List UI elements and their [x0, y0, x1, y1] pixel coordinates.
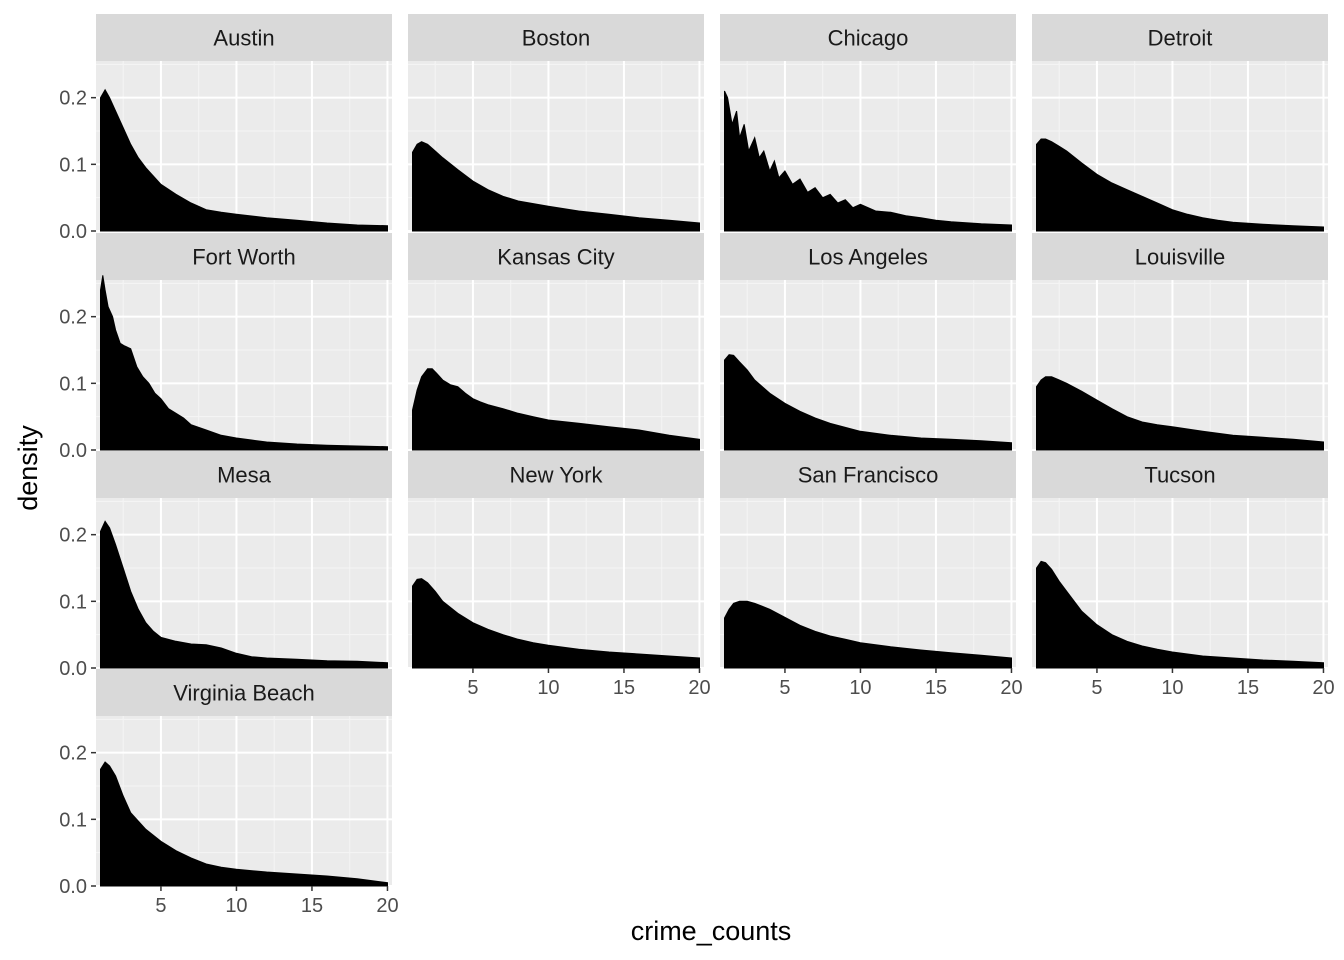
density-area-kansas-city	[412, 368, 700, 451]
x-tick-label: 15	[301, 895, 323, 917]
facet-strip-label: Detroit	[1148, 26, 1213, 51]
facet-strip-label: Boston	[522, 26, 591, 51]
y-axis-title: density	[13, 425, 43, 511]
y-tick-label: 0.1	[59, 809, 87, 831]
y-tick-label: 0.0	[59, 876, 87, 898]
x-tick-label: 20	[688, 677, 710, 699]
x-tick-label: 20	[376, 895, 398, 917]
facet-strip-label: New York	[510, 463, 604, 488]
facet-strip	[1032, 14, 1328, 61]
facet-tucson: Tucson 5 10 15 20	[1032, 451, 1335, 699]
density-area-virginia-beach	[100, 761, 388, 887]
y-tick-label: 0.1	[59, 591, 87, 613]
y-tick-label: 0.2	[59, 88, 87, 110]
facet-strip-label: Chicago	[828, 26, 909, 51]
x-axis-title: crime_counts	[631, 916, 792, 946]
facets-layer: Austin 0.0 0.1 0.2 Boston Chicago Detroit Fort …	[59, 14, 1335, 917]
facet-strip	[96, 669, 392, 716]
facet-louisville: Louisville	[1032, 233, 1328, 451]
density-area-san-francisco	[724, 600, 1012, 669]
facet-kansas-city: Kansas City	[408, 233, 704, 451]
y-tick-label: 0.2	[59, 525, 87, 547]
y-tick-label: 0.0	[59, 221, 87, 243]
x-tick-label: 20	[1000, 677, 1022, 699]
y-tick-label: 0.0	[59, 658, 87, 680]
x-tick-label: 15	[925, 677, 947, 699]
density-area-tucson	[1036, 560, 1324, 669]
density-area-boston	[412, 141, 700, 232]
facet-boston: Boston	[408, 14, 704, 232]
y-tick-label: 0.1	[59, 154, 87, 176]
facet-strip-label: Fort Worth	[192, 245, 296, 270]
x-tick-label: 5	[779, 677, 790, 699]
facet-strip-label: Louisville	[1135, 245, 1226, 270]
x-tick-label: 20	[1312, 677, 1334, 699]
facet-strip-label: Mesa	[217, 463, 272, 488]
density-area-detroit	[1036, 138, 1324, 232]
x-tick-label: 10	[1161, 677, 1183, 699]
facet-strip	[720, 233, 1016, 280]
facet-virginia-beach: Virginia Beach 0.0 0.1 0.2 5 10 15 20	[59, 669, 399, 917]
y-tick-label: 0.0	[59, 440, 87, 462]
facet-strip	[96, 233, 392, 280]
facet-los-angeles: Los Angeles	[720, 233, 1016, 451]
facet-mesa: Mesa 0.0 0.1 0.2	[59, 451, 392, 680]
facet-strip	[408, 451, 704, 498]
density-area-fort-worth	[100, 275, 388, 451]
facet-austin: Austin 0.0 0.1 0.2	[59, 14, 392, 243]
facet-strip	[408, 233, 704, 280]
x-tick-label: 15	[1237, 677, 1259, 699]
density-area-mesa	[100, 520, 388, 669]
density-area-austin	[100, 88, 388, 232]
x-tick-label: 15	[613, 677, 635, 699]
x-tick-label: 5	[155, 895, 166, 917]
density-area-louisville	[1036, 376, 1324, 451]
facet-strip	[1032, 233, 1328, 280]
y-tick-label: 0.2	[59, 307, 87, 329]
facet-fort-worth: Fort Worth 0.0 0.1 0.2	[59, 233, 392, 462]
density-area-new-york	[412, 578, 700, 669]
facet-new-york: New York 5 10 15 20	[408, 451, 711, 699]
facet-strip-label: Tucson	[1144, 463, 1215, 488]
facet-strip	[408, 14, 704, 61]
facet-detroit: Detroit	[1032, 14, 1328, 232]
density-area-los-angeles	[724, 354, 1012, 451]
facet-san-francisco: San Francisco 5 10 15 20	[720, 451, 1023, 699]
x-tick-label: 10	[225, 895, 247, 917]
facet-strip	[720, 451, 1016, 498]
facet-strip-label: Los Angeles	[808, 245, 928, 270]
y-tick-label: 0.1	[59, 373, 87, 395]
facet-strip-label: San Francisco	[798, 463, 939, 488]
facet-chicago: Chicago	[720, 14, 1016, 232]
facet-strip-label: Kansas City	[497, 245, 614, 270]
facet-strip	[720, 14, 1016, 61]
x-tick-label: 5	[1091, 677, 1102, 699]
x-tick-label: 10	[537, 677, 559, 699]
facet-strip-label: Virginia Beach	[173, 681, 314, 706]
facet-strip	[1032, 451, 1328, 498]
density-area-chicago	[724, 90, 1012, 232]
facet-strip	[96, 14, 392, 61]
x-tick-label: 5	[467, 677, 478, 699]
facet-strip	[96, 451, 392, 498]
x-tick-label: 10	[849, 677, 871, 699]
y-tick-label: 0.2	[59, 743, 87, 765]
facet-strip-label: Austin	[213, 26, 274, 51]
